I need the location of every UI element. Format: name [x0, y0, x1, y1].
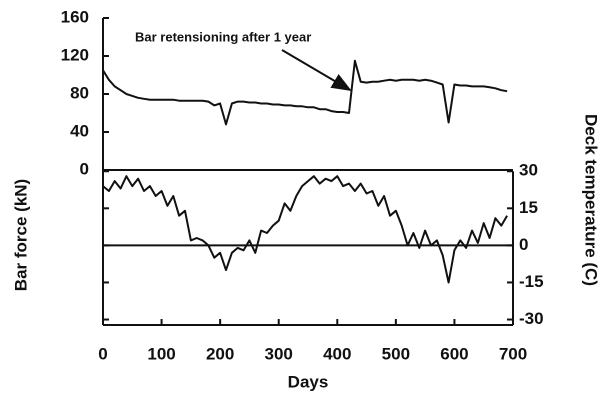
y-tick-label: 160 [61, 7, 89, 26]
series-line [102, 59, 508, 126]
y2-tick-label: 30 [519, 161, 538, 180]
x-tick-label: 100 [147, 344, 175, 363]
x-tick-label: 500 [382, 344, 410, 363]
x-tick-label: 200 [206, 344, 234, 363]
y2-tick-label: 15 [519, 198, 538, 217]
y-tick-label: 120 [61, 45, 89, 64]
x-tick-label: 0 [98, 344, 107, 363]
series-line [102, 175, 508, 284]
y-tick-label: 40 [70, 121, 89, 140]
x-tick-label: 300 [265, 344, 293, 363]
y-axis-label: Bar force (kN) [11, 179, 30, 291]
y-tick-label: 0 [80, 159, 89, 178]
annotation: Bar retensioning after 1 year [135, 29, 311, 44]
y2-axis-label: Deck temperature (C) [582, 114, 601, 286]
annotation-arrow [281, 49, 352, 92]
y2-tick-label: -15 [519, 272, 544, 291]
x-tick-label: 600 [440, 344, 468, 363]
y-tick-label: 80 [70, 83, 89, 102]
x-tick-label: 400 [323, 344, 351, 363]
y2-tick-label: -30 [519, 309, 544, 328]
y2-tick-label: 0 [519, 235, 528, 254]
x-tick-label: 700 [499, 344, 527, 363]
x-axis-label: Days [288, 372, 329, 391]
